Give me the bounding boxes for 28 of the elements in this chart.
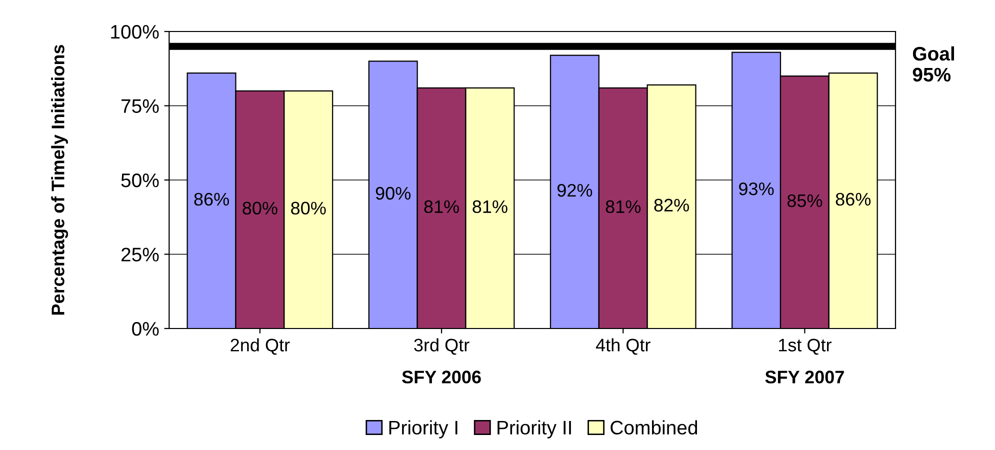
data-label: 86% xyxy=(836,192,871,206)
y-tick-label: 100% xyxy=(111,24,159,39)
y-tick-label: 50% xyxy=(121,173,159,188)
data-label: 80% xyxy=(242,202,278,215)
x-tick-label: 4th Qtr xyxy=(596,338,650,355)
x-tick-label: 2nd Qtr xyxy=(230,338,290,355)
legend-label: Combined xyxy=(610,420,698,435)
text: SFY 2006 xyxy=(402,370,481,384)
data-label: 90% xyxy=(376,186,411,200)
y-tick-label: 0% xyxy=(132,322,159,336)
legend-label: Priority I xyxy=(389,420,458,438)
data-label: 92% xyxy=(557,184,592,197)
y-tick-label: 75% xyxy=(122,99,159,113)
legend-label: Priority II xyxy=(498,420,571,438)
data-label: 81% xyxy=(424,200,459,214)
data-label: 85% xyxy=(787,194,822,208)
data-label: 82% xyxy=(654,198,689,212)
data-label: 93% xyxy=(739,182,774,196)
data-label: 81% xyxy=(606,200,641,214)
y-tick-label: 25% xyxy=(121,248,159,262)
ref-line-label: Goal 95% xyxy=(912,46,954,82)
x-tick-label: 3rd Qtr xyxy=(414,338,470,355)
y-axis-title: Percentage of Timely Initiations xyxy=(51,44,68,315)
data-label: 86% xyxy=(194,192,229,206)
data-label: 80% xyxy=(291,202,326,215)
x-tick-label: 1st Qtr xyxy=(778,338,832,355)
data-label: 81% xyxy=(472,200,508,214)
text: SFY 2007 xyxy=(765,370,844,384)
